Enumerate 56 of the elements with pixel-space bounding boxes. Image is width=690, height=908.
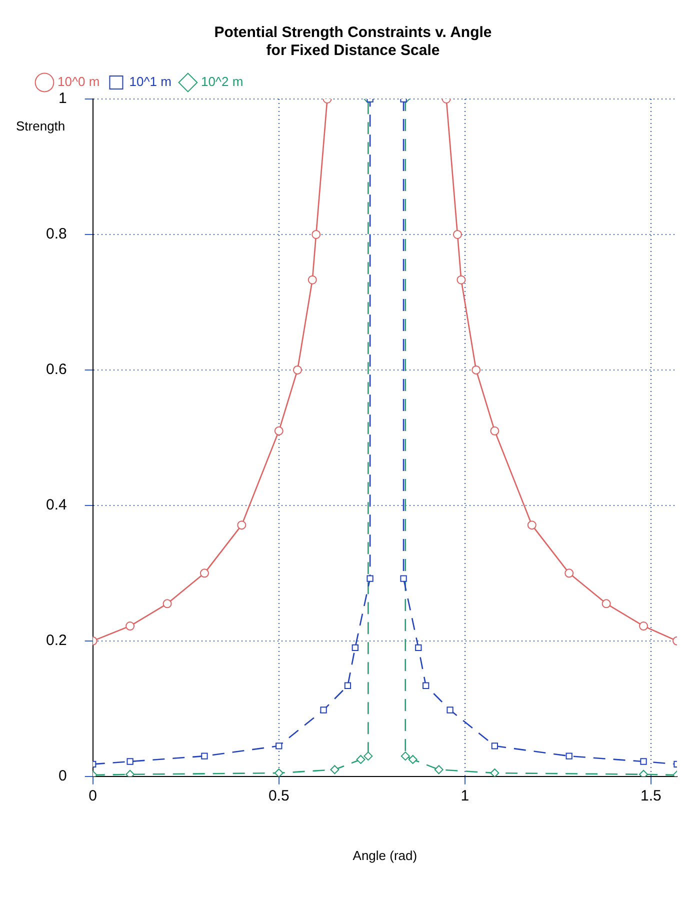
point <box>639 770 648 776</box>
point <box>126 770 135 776</box>
point <box>491 742 498 750</box>
point <box>566 752 572 760</box>
y-axis-title: Strength <box>16 118 66 134</box>
x-tick-label: 0.5 <box>268 788 290 805</box>
point <box>408 754 418 764</box>
point <box>237 520 246 530</box>
y-tick-label: 0.2 <box>46 632 67 650</box>
point <box>564 568 574 578</box>
point <box>490 768 500 776</box>
x-tick-label: 1.5 <box>640 788 662 805</box>
y-tick-label: 1 <box>58 90 67 108</box>
point <box>320 706 327 714</box>
point <box>639 622 648 631</box>
point <box>434 765 444 774</box>
point <box>330 765 340 774</box>
point <box>400 752 410 761</box>
x-tick-label: 1 <box>460 788 470 805</box>
point <box>162 599 172 608</box>
point <box>356 754 366 764</box>
point <box>276 742 282 750</box>
point <box>366 575 374 582</box>
x-tick-label: 0 <box>88 788 98 805</box>
legend-label: 10^2 m <box>200 74 244 90</box>
point <box>446 706 454 714</box>
point <box>415 644 422 652</box>
point <box>527 520 536 530</box>
point <box>400 575 407 582</box>
point <box>274 426 284 436</box>
point <box>126 758 134 765</box>
point <box>274 768 284 776</box>
legend-label: 10^0 m <box>58 74 100 90</box>
y-tick-label: 0.8 <box>46 226 67 243</box>
chart-title: Potential Strength Constraints v. Angle for Fixed Distance Scale <box>214 24 492 60</box>
point <box>452 230 462 239</box>
point <box>344 682 352 689</box>
point <box>602 599 611 608</box>
point <box>472 365 481 374</box>
point <box>422 682 430 689</box>
point <box>308 275 317 284</box>
point <box>312 230 321 239</box>
point <box>126 622 135 631</box>
point <box>490 426 500 436</box>
point <box>201 752 208 760</box>
point <box>364 752 373 761</box>
y-tick-label: 0.4 <box>46 496 67 514</box>
x-axis-title: Angle (rad) <box>352 848 418 863</box>
point <box>456 275 466 284</box>
point <box>200 568 209 578</box>
point <box>352 644 358 652</box>
point <box>292 365 302 374</box>
point <box>640 758 647 765</box>
legend-label: 10^1 m <box>129 74 172 90</box>
y-tick-label: 0 <box>58 768 67 785</box>
y-tick-label: 0.6 <box>46 361 67 378</box>
